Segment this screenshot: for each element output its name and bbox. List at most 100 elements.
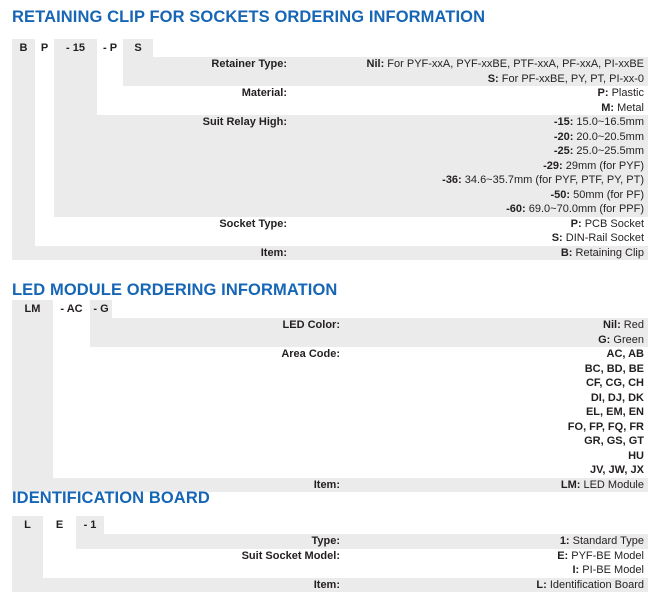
option-key: -50: bbox=[550, 188, 571, 201]
option-description: 34.6~35.7mm (for PYF, PTF, PY, PT) bbox=[461, 174, 644, 186]
option-row: Material: P: Plastic M: Metal bbox=[97, 86, 648, 115]
option-label: Type: bbox=[311, 535, 340, 547]
option-value: BC, BD, BE bbox=[53, 362, 644, 377]
code-column-strip bbox=[12, 300, 53, 478]
option-row: Area Code: AC, AB BC, BD, BE CF, CG, CH DI, … bbox=[53, 347, 648, 478]
option-description: PYF-BE Model bbox=[568, 549, 644, 562]
option-row: Socket Type: P: PCB Socket S: DIN-Rail Soc… bbox=[35, 217, 648, 246]
part-code-segment: - 15 bbox=[66, 42, 85, 54]
option-rows: LED Color: Nil: Red G: Green Area Code: AC, … bbox=[0, 318, 662, 492]
part-code-segment: B bbox=[19, 42, 28, 54]
option-description: Metal bbox=[614, 101, 644, 114]
option-value: G: Green bbox=[90, 333, 644, 348]
option-key: -20: bbox=[553, 130, 574, 143]
option-values: Nil: For PYF-xxA, PYF-xxBE, PTF-xxA, PF-… bbox=[123, 57, 648, 86]
option-key: E: bbox=[557, 549, 569, 562]
option-row: Suit Relay High: -15: 15.0~16.5mm -20: 20.… bbox=[54, 115, 648, 217]
option-value: -20: 20.0~20.5mm bbox=[54, 130, 644, 145]
option-key: AC, AB bbox=[606, 348, 644, 360]
option-label: Item: bbox=[313, 578, 340, 591]
option-key: EL, EM, EN bbox=[585, 406, 644, 418]
option-label: Area Code: bbox=[281, 348, 340, 360]
part-code-segment: - G bbox=[93, 303, 109, 315]
option-values: LM: LED Module bbox=[12, 478, 648, 493]
option-value: JV, JW, JX bbox=[53, 463, 644, 478]
option-row: Item: L: Identification Board bbox=[12, 577, 648, 593]
option-description: Retaining Clip bbox=[572, 246, 645, 259]
option-value: LM: LED Module bbox=[12, 478, 644, 493]
option-description: For PYF-xxA, PYF-xxBE, PTF-xxA, PF-xxA, … bbox=[384, 58, 644, 70]
code-column-strip bbox=[54, 39, 97, 115]
option-label: Retainer Type: bbox=[211, 58, 287, 70]
option-key: B: bbox=[560, 246, 573, 259]
section-title: IDENTIFICATION BOARD bbox=[12, 489, 210, 507]
part-code-segment: E bbox=[55, 519, 64, 531]
option-description: Identification Board bbox=[546, 578, 644, 591]
code-column-strip bbox=[76, 516, 104, 534]
option-value: EL, EM, EN bbox=[53, 405, 644, 420]
option-values: Nil: Red G: Green bbox=[90, 318, 648, 347]
option-value: -25: 25.0~25.5mm bbox=[54, 144, 644, 159]
option-row: Retainer Type: Nil: For PYF-xxA, PYF-xxBE… bbox=[123, 57, 648, 86]
option-description: DIN-Rail Socket bbox=[562, 232, 644, 244]
option-description: PCB Socket bbox=[581, 217, 644, 230]
option-description: 29mm (for PYF) bbox=[562, 159, 644, 172]
option-values: P: Plastic M: Metal bbox=[97, 86, 648, 115]
option-label: LED Color: bbox=[282, 319, 340, 331]
option-value: AC, AB bbox=[53, 347, 644, 362]
option-value: M: Metal bbox=[97, 101, 644, 116]
option-label: Suit Relay High: bbox=[202, 116, 287, 128]
part-number-codes: LM - AC - G bbox=[0, 300, 662, 318]
code-column-strip bbox=[123, 39, 153, 57]
option-value: E: PYF-BE Model bbox=[43, 549, 644, 564]
option-value: 1: Standard Type bbox=[76, 534, 644, 549]
option-value: S: For PF-xxBE, PY, PT, PI-xx-0 bbox=[123, 72, 644, 87]
option-key: GR, GS, GT bbox=[584, 435, 644, 447]
option-label: Suit Socket Model: bbox=[241, 549, 340, 562]
option-row: Item: B: Retaining Clip bbox=[12, 245, 648, 260]
part-code-segment: P bbox=[40, 42, 49, 54]
option-key: DI, DJ, DK bbox=[590, 391, 644, 404]
option-key: L: bbox=[536, 578, 547, 591]
option-label: Socket Type: bbox=[219, 217, 287, 230]
option-label: Item: bbox=[313, 478, 340, 491]
part-number-codes: L E - 1 bbox=[0, 516, 662, 534]
option-key: JV, JW, JX bbox=[589, 464, 644, 476]
option-value: -50: 50mm (for PF) bbox=[54, 188, 644, 203]
part-code-segment: - AC bbox=[60, 303, 83, 315]
option-key: 1: bbox=[559, 535, 570, 547]
option-description: 25.0~25.5mm bbox=[573, 145, 644, 157]
option-key: S: bbox=[487, 72, 499, 85]
option-key: CF, CG, CH bbox=[585, 377, 644, 389]
option-label: Item: bbox=[260, 246, 287, 259]
option-description: PI-BE Model bbox=[579, 564, 644, 576]
option-rows: Retainer Type: Nil: For PYF-xxA, PYF-xxBE… bbox=[0, 57, 662, 260]
option-key: -60: bbox=[506, 203, 526, 215]
option-key: FO, FP, FQ, FR bbox=[567, 420, 644, 433]
part-code-segment: - 1 bbox=[83, 519, 97, 531]
option-key: -29: bbox=[543, 159, 563, 172]
option-key: S: bbox=[551, 232, 563, 244]
option-key: Nil: bbox=[366, 58, 385, 70]
option-key: -25: bbox=[553, 145, 574, 157]
option-value: -29: 29mm (for PYF) bbox=[54, 159, 644, 174]
option-description: LED Module bbox=[580, 478, 644, 491]
option-key: P: bbox=[597, 87, 609, 99]
option-description: 50mm (for PF) bbox=[570, 188, 644, 201]
option-rows: Type: 1: Standard Type Suit Socket Model: E… bbox=[0, 534, 662, 592]
option-description: 15.0~16.5mm bbox=[573, 116, 644, 128]
option-values: L: Identification Board bbox=[12, 578, 648, 593]
option-description: 20.0~20.5mm bbox=[573, 130, 644, 143]
section-title: RETAINING CLIP FOR SOCKETS ORDERING INFO… bbox=[12, 8, 486, 26]
part-code-segment: - P bbox=[102, 42, 118, 54]
option-key: BC, BD, BE bbox=[584, 362, 644, 375]
option-value: CF, CG, CH bbox=[53, 376, 644, 391]
option-key: LM: bbox=[560, 478, 581, 491]
part-code-segment: LM bbox=[24, 303, 41, 315]
option-values: P: PCB Socket S: DIN-Rail Socket bbox=[35, 217, 648, 246]
option-value: -15: 15.0~16.5mm bbox=[54, 115, 644, 130]
option-value: S: DIN-Rail Socket bbox=[35, 231, 644, 246]
section-title: LED MODULE ORDERING INFORMATION bbox=[12, 281, 338, 299]
option-label: Material: bbox=[241, 87, 287, 99]
option-value: -36: 34.6~35.7mm (for PYF, PTF, PY, PT) bbox=[54, 173, 644, 188]
